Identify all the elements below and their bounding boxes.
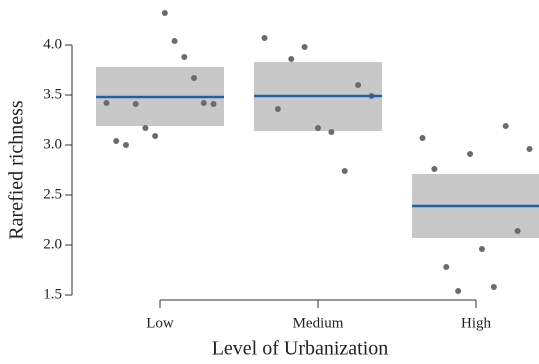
y-tick-label: 2.0 bbox=[43, 236, 62, 252]
data-point bbox=[200, 100, 207, 106]
data-point bbox=[113, 138, 120, 144]
data-point bbox=[191, 75, 198, 81]
data-point bbox=[152, 133, 159, 139]
y-tick-label: 3.5 bbox=[43, 86, 62, 102]
data-point bbox=[419, 135, 426, 141]
data-point bbox=[514, 228, 521, 234]
data-point bbox=[122, 142, 129, 148]
y-tick-label: 4.0 bbox=[43, 36, 62, 52]
data-point bbox=[443, 264, 450, 270]
data-point bbox=[301, 44, 308, 50]
y-tick-label: 1.5 bbox=[43, 286, 62, 302]
x-tick-label: Medium bbox=[293, 315, 344, 331]
data-point bbox=[103, 100, 110, 106]
data-point bbox=[455, 288, 462, 294]
data-point bbox=[274, 106, 281, 112]
data-point bbox=[478, 246, 485, 252]
data-point bbox=[142, 125, 149, 131]
data-point bbox=[526, 146, 533, 152]
y-tick-label: 3.0 bbox=[43, 136, 62, 152]
data-point bbox=[261, 35, 268, 41]
data-point bbox=[181, 54, 188, 60]
y-tick-label: 2.5 bbox=[43, 186, 62, 202]
data-point bbox=[490, 284, 497, 290]
data-point bbox=[132, 101, 139, 107]
x-axis-title: Level of Urbanization bbox=[212, 338, 389, 360]
data-point bbox=[210, 101, 217, 107]
data-point bbox=[431, 166, 438, 172]
data-point bbox=[341, 168, 348, 174]
data-point bbox=[467, 151, 474, 157]
data-point bbox=[161, 10, 168, 16]
data-point bbox=[315, 125, 321, 131]
x-tick-label: High bbox=[461, 315, 492, 331]
data-point bbox=[502, 123, 509, 129]
data-point bbox=[171, 38, 178, 44]
data-point bbox=[355, 82, 362, 88]
data-point bbox=[328, 129, 335, 135]
x-tick-label: Low bbox=[146, 315, 174, 331]
data-point bbox=[288, 56, 295, 62]
y-axis-title: Rarefied richness bbox=[6, 100, 28, 240]
